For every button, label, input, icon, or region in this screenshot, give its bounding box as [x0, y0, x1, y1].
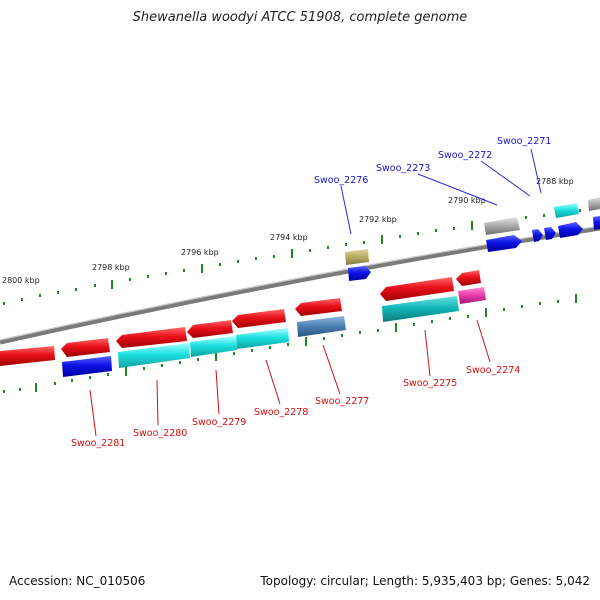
gene-arrow-gray: [484, 217, 520, 235]
plus-strand-features: [345, 197, 600, 281]
gene-arrow-red: [380, 277, 454, 301]
gene-label-swoo-2276: Swoo_2276: [314, 175, 368, 186]
scale-ring-outer: [3, 206, 597, 305]
gene-arrow-red: [0, 346, 55, 366]
gene-label-swoo-2271: Swoo_2271: [497, 136, 551, 147]
gene-arrow-red: [61, 338, 110, 357]
gene-arrow-steel: [297, 316, 346, 337]
minus-label-leaders: [89, 319, 491, 437]
gene-arrow-cyan: [554, 203, 579, 218]
scale-label: 2788 kbp: [536, 177, 574, 186]
gene-label-swoo-2275: Swoo_2275: [403, 378, 457, 389]
gene-arrow-magenta: [458, 287, 486, 304]
gene-arrow-cyan: [236, 328, 289, 349]
gene-arrow-red: [295, 298, 342, 316]
gene-arrow-blue: [486, 235, 522, 252]
gene-arrow-blue: [532, 229, 543, 242]
plus-label-leaders: [340, 148, 542, 235]
map-title: Shewanella woodyi ATCC 51908, complete g…: [132, 10, 468, 25]
scale-ring-inner: [3, 294, 577, 393]
gene-arrow-teal: [382, 296, 459, 322]
gene-arrow-red: [456, 270, 481, 286]
gene-arrow-cyan: [118, 343, 190, 368]
gene-label-swoo-2273: Swoo_2273: [376, 163, 430, 174]
gene-arrow-red: [187, 320, 233, 338]
scale-label: 2800 kbp: [2, 276, 40, 285]
gene-label-swoo-2272: Swoo_2272: [438, 150, 492, 161]
gene-arrow-red: [116, 327, 187, 348]
scale-label: 2794 kbp: [270, 233, 308, 242]
gene-arrow-olive: [345, 249, 369, 265]
minus-strand-features: [0, 270, 486, 377]
scale-label: 2796 kbp: [181, 248, 219, 257]
gene-label-swoo-2280: Swoo_2280: [133, 428, 187, 439]
gene-arrow-blue: [593, 216, 600, 230]
gene-arrow-blue: [544, 227, 556, 240]
gene-arrow-cyan: [190, 336, 237, 357]
gene-arrow-blue: [558, 222, 583, 238]
gene-label-swoo-2281: Swoo_2281: [71, 438, 125, 449]
accession-label: Accession: NC_010506: [9, 574, 146, 588]
gene-label-swoo-2278: Swoo_2278: [254, 407, 308, 418]
gene-arrow-red: [232, 309, 286, 328]
scale-label: 2798 kbp: [92, 263, 130, 272]
scale-label: 2790 kbp: [448, 196, 486, 205]
gene-label-swoo-2274: Swoo_2274: [466, 365, 520, 376]
gene-arrow-gray: [588, 197, 600, 211]
gene-label-swoo-2277: Swoo_2277: [315, 396, 369, 407]
scale-label: 2792 kbp: [359, 215, 397, 224]
gene-arrow-blue: [62, 356, 112, 377]
topology-label: Topology: circular; Length: 5,935,403 bp…: [260, 574, 590, 588]
gene-arrow-blue: [348, 266, 371, 281]
gene-label-swoo-2279: Swoo_2279: [192, 417, 246, 428]
